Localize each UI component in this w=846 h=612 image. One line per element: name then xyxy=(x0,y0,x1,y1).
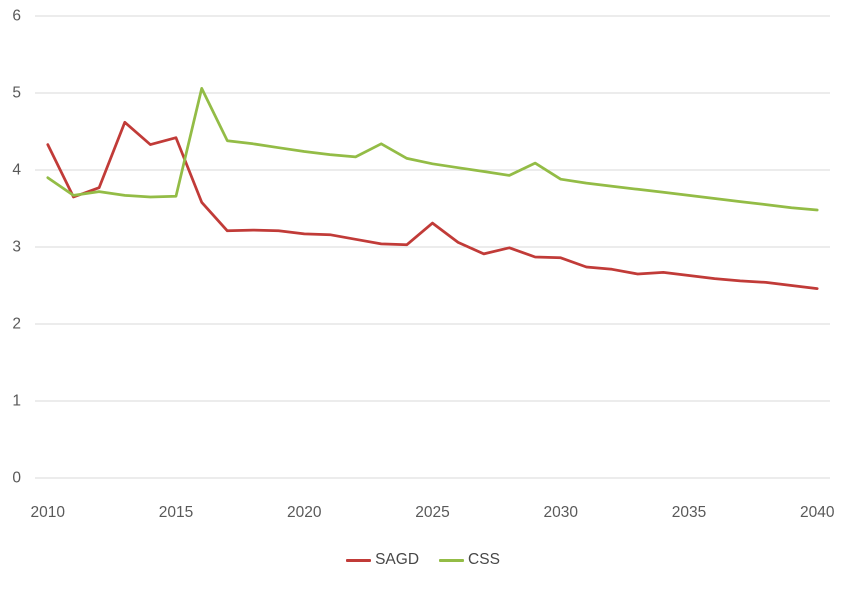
y-tick-label-5: 5 xyxy=(12,85,21,102)
legend-label-sagd: SAGD xyxy=(375,551,420,568)
legend-item-css: CSS xyxy=(439,549,500,571)
x-tick-label-2020: 2020 xyxy=(287,504,322,521)
legend-label-css: CSS xyxy=(468,551,500,568)
y-tick-label-0: 0 xyxy=(12,470,21,487)
chart-canvas: 0 1 2 3 4 5 6 2010 2015 2020 2025 2030 2035 2040 xyxy=(12,8,835,522)
x-tick-label-2040: 2040 xyxy=(800,504,835,521)
x-tick-label-2025: 2025 xyxy=(415,504,449,521)
x-tick-label-2035: 2035 xyxy=(672,504,706,521)
y-tick-label-3: 3 xyxy=(12,239,21,256)
y-tick-label-2: 2 xyxy=(12,316,21,333)
y-tick-label-1: 1 xyxy=(12,393,21,410)
x-tick-label-2030: 2030 xyxy=(543,504,578,521)
x-tick-label-2015: 2015 xyxy=(159,504,193,521)
chart-legend: SAGD CSS xyxy=(0,549,846,571)
sagd-line-marker xyxy=(346,558,372,562)
css-line-marker xyxy=(439,558,465,562)
y-tick-label-4: 4 xyxy=(12,162,21,179)
legend-item-sagd: SAGD xyxy=(346,549,419,571)
y-tick-label-6: 6 xyxy=(12,8,21,25)
x-tick-label-2010: 2010 xyxy=(31,504,66,521)
series-line-sagd xyxy=(46,120,819,290)
series-line-css xyxy=(46,87,819,212)
